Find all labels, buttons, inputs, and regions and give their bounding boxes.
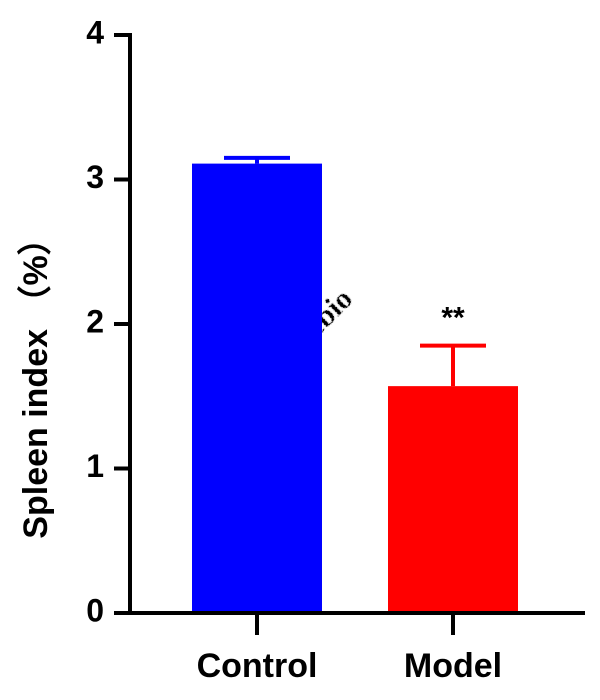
bar <box>388 386 518 613</box>
y-tick-label: 0 <box>86 592 104 628</box>
x-tick-label: Model <box>404 647 502 685</box>
y-tick-label: 1 <box>86 448 104 484</box>
bar <box>192 163 322 614</box>
y-tick-label: 4 <box>86 14 104 50</box>
x-tick-label: Control <box>197 647 318 685</box>
significance-label: ** <box>441 302 465 335</box>
y-tick-label: 2 <box>86 303 104 339</box>
y-tick-label: 3 <box>86 159 104 195</box>
y-axis-label: Spleen index （%） <box>16 221 55 538</box>
